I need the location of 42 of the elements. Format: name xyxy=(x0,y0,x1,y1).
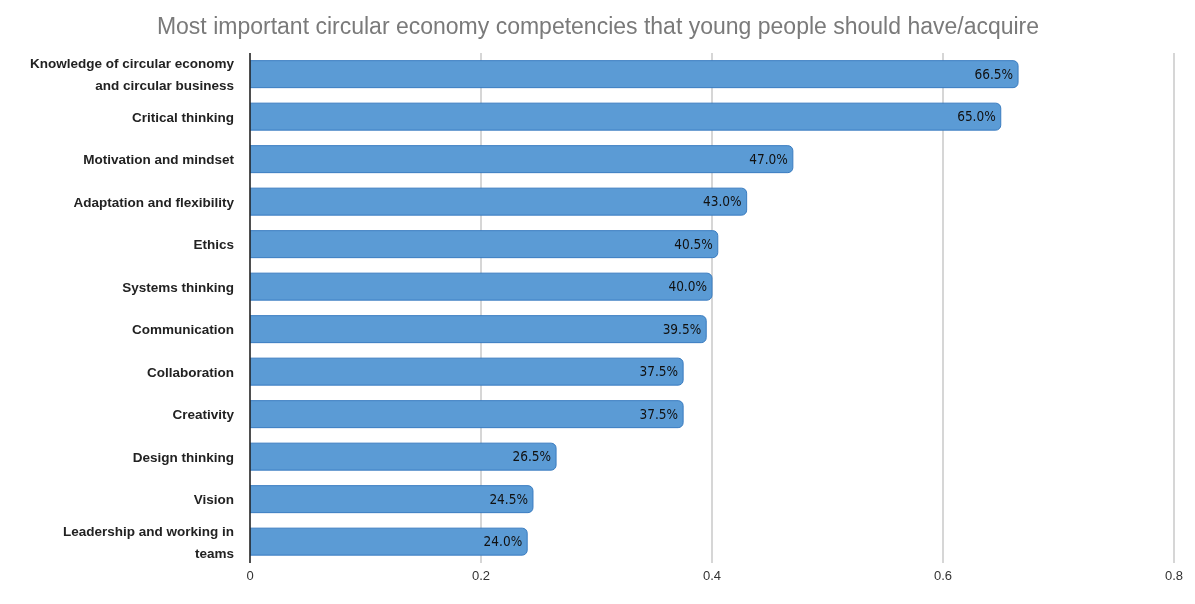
y-tick-label: Vision xyxy=(193,491,234,507)
bar xyxy=(250,442,557,471)
y-tick-label: Motivation and mindset xyxy=(83,151,235,167)
y-tick-label: Leadership and working in teams xyxy=(62,523,234,561)
data-label: 43.0% xyxy=(703,193,742,210)
data-label: 40.0% xyxy=(668,278,707,295)
data-label: 24.0% xyxy=(483,533,523,550)
bar xyxy=(250,400,684,429)
bar xyxy=(250,187,748,216)
data-label: 26.5% xyxy=(512,448,552,465)
y-tick-label: Knowledge of circular economy and circular business xyxy=(29,55,235,93)
y-tick-label: Communication xyxy=(131,321,234,337)
data-label: 47.0% xyxy=(749,150,788,167)
y-tick-label: Systems thinking xyxy=(122,279,234,295)
bar xyxy=(250,272,713,301)
data-label: 24.5% xyxy=(489,490,528,507)
y-tick-label: Ethics xyxy=(193,236,234,252)
x-tick-label: 0.6 xyxy=(933,568,953,584)
y-tick-label: Creativity xyxy=(172,406,235,422)
bar xyxy=(250,60,1019,89)
data-label: 65.0% xyxy=(957,108,996,125)
x-tick-label: 0.2 xyxy=(471,568,491,584)
bar xyxy=(250,230,719,259)
x-tick-label: 0 xyxy=(246,568,254,584)
bar xyxy=(250,357,684,386)
data-label: 66.5% xyxy=(974,65,1014,82)
y-tick-label: Adaptation and flexibility xyxy=(73,194,235,210)
data-label: 40.5% xyxy=(674,235,713,252)
x-tick-label: 0.4 xyxy=(702,568,722,584)
data-label: 37.5% xyxy=(639,363,679,380)
y-tick-label: Collaboration xyxy=(147,364,234,380)
x-tick-label: 0.8 xyxy=(1164,568,1184,584)
data-label: 37.5% xyxy=(639,405,679,422)
bar xyxy=(250,315,707,344)
bar xyxy=(250,527,528,556)
y-tick-label: Design thinking xyxy=(132,449,234,465)
bar xyxy=(250,485,534,514)
data-label: 39.5% xyxy=(662,320,702,337)
chart-title: Most important circular economy competencies that young people should have/acquire xyxy=(155,12,1041,41)
y-tick-label: Critical thinking xyxy=(131,109,234,125)
bar xyxy=(250,102,1002,131)
bar xyxy=(250,145,794,174)
